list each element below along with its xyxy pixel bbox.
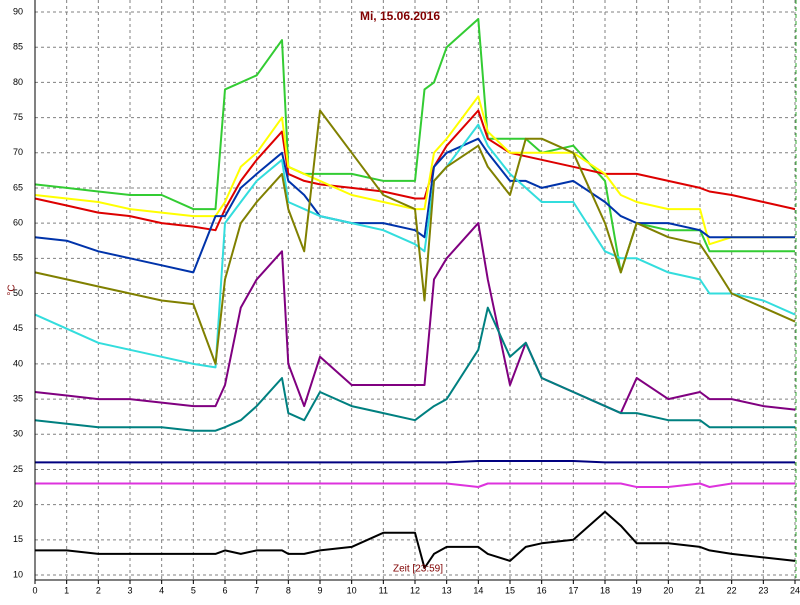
y-tick-label: 50 xyxy=(13,288,23,298)
y-tick-label: 35 xyxy=(13,393,23,403)
x-tick-label: 23 xyxy=(758,585,768,595)
y-tick-label: 65 xyxy=(13,182,23,192)
x-tick-label: 16 xyxy=(537,585,547,595)
series-line xyxy=(34,137,795,274)
y-tick-label: 70 xyxy=(13,147,23,157)
x-tick-label: 22 xyxy=(727,585,737,595)
series-line xyxy=(34,18,795,274)
x-tick-label: 4 xyxy=(159,585,164,595)
x-tick-label: 1 xyxy=(64,585,69,595)
y-tick-label: 55 xyxy=(13,253,23,263)
y-tick-label: 20 xyxy=(13,499,23,509)
y-tick-label: 60 xyxy=(13,218,23,228)
y-tick-label: 80 xyxy=(13,77,23,87)
series-line xyxy=(35,482,795,488)
x-tick-label: 5 xyxy=(191,585,196,595)
x-tick-label: 7 xyxy=(254,585,259,595)
series-line xyxy=(34,95,795,246)
x-tick-label: 19 xyxy=(632,585,642,595)
x-tick-label: 6 xyxy=(222,585,227,595)
x-tick-label: 10 xyxy=(347,585,357,595)
grid xyxy=(34,0,796,580)
x-tick-label: 17 xyxy=(568,585,578,595)
series-line xyxy=(34,109,796,365)
x-tick-label: 15 xyxy=(505,585,515,595)
y-tick-label: 45 xyxy=(13,323,23,333)
x-tick-label: 21 xyxy=(695,585,705,595)
y-tick-label: 30 xyxy=(13,429,23,439)
x-tick-label: 18 xyxy=(600,585,610,595)
series-line xyxy=(34,123,796,369)
x-axis-label: Zeit [23:59] xyxy=(393,564,443,575)
x-tick-label: 0 xyxy=(32,585,37,595)
y-tick-label: 85 xyxy=(13,42,23,52)
y-axis-label: °C xyxy=(7,284,18,295)
x-tick-label: 24 xyxy=(790,585,800,595)
y-tick-label: 25 xyxy=(13,464,23,474)
y-tick-label: 15 xyxy=(13,534,23,544)
chart-title: Mi, 15.06.2016 xyxy=(360,9,440,23)
y-tick-label: 90 xyxy=(13,6,23,16)
y-tick-label: 75 xyxy=(13,112,23,122)
series-line xyxy=(34,306,795,432)
x-tick-label: 8 xyxy=(286,585,291,595)
lines xyxy=(34,18,796,569)
x-tick-label: 9 xyxy=(317,585,322,595)
y-tick-label: 40 xyxy=(13,358,23,368)
x-tick-label: 3 xyxy=(127,585,132,595)
x-tick-label: 14 xyxy=(473,585,483,595)
series-line xyxy=(35,510,796,569)
x-tick-label: 2 xyxy=(96,585,101,595)
x-tick-label: 11 xyxy=(379,585,388,595)
x-tick-label: 12 xyxy=(410,585,420,595)
series-line xyxy=(35,460,795,464)
y-tick-label: 10 xyxy=(13,569,23,579)
x-tick-label: 20 xyxy=(663,585,673,595)
series-line xyxy=(34,109,796,232)
x-tick-label: 13 xyxy=(442,585,452,595)
series-line xyxy=(34,222,796,415)
